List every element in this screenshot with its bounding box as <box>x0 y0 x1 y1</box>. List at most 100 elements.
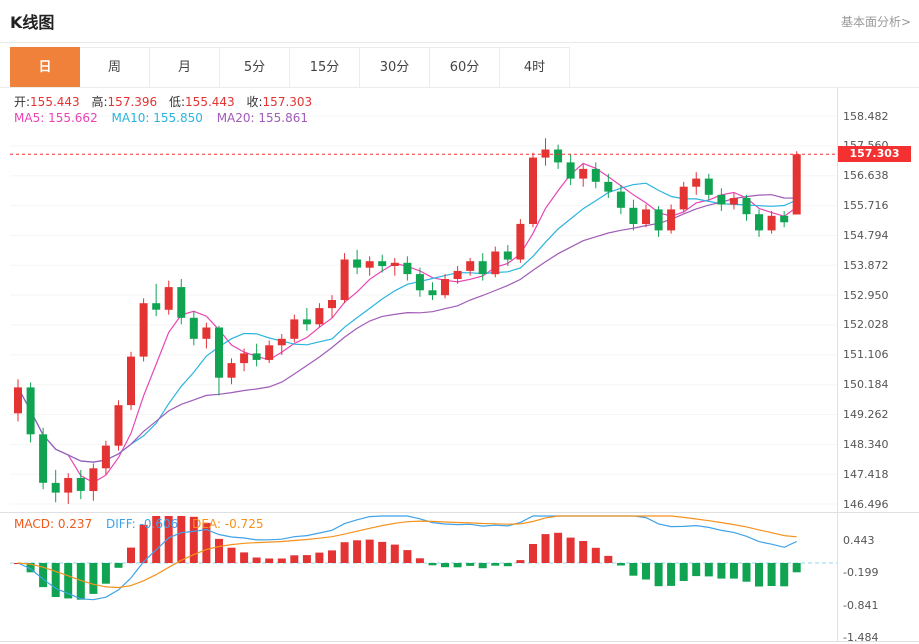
high-label: 高: <box>91 95 108 109</box>
ma5-value: 155.662 <box>48 111 98 125</box>
candle-body <box>39 434 48 483</box>
candle-body <box>529 157 537 224</box>
macd-bar <box>114 563 123 568</box>
macd-bar <box>415 558 424 563</box>
macd-axis-label: 0.443 <box>843 534 875 547</box>
tab-日[interactable]: 日 <box>10 47 80 87</box>
candle-body <box>51 482 60 493</box>
macd-bar <box>579 541 588 563</box>
tab-30分[interactable]: 30分 <box>360 47 430 87</box>
macd-bar <box>616 563 625 566</box>
macd-bar <box>428 563 437 566</box>
candle-body <box>679 186 688 210</box>
macd-bar <box>189 516 198 563</box>
y-axis-label: 146.496 <box>843 498 889 511</box>
tab-60分[interactable]: 60分 <box>430 47 500 87</box>
candle-body <box>780 215 789 223</box>
diff-label: DIFF: <box>106 517 136 531</box>
candle-body <box>202 327 211 339</box>
macd-chart[interactable] <box>10 513 837 641</box>
macd-bar <box>353 540 362 563</box>
macd-bar <box>503 563 512 567</box>
close-label: 收: <box>246 95 263 109</box>
ma10-line <box>17 182 797 463</box>
candle-body <box>139 303 148 357</box>
macd-histogram <box>14 516 801 600</box>
macd-bar <box>554 532 563 563</box>
candle-body <box>453 270 462 279</box>
macd-bar <box>127 547 135 563</box>
macd-bar <box>202 522 211 563</box>
macd-bar <box>629 563 638 576</box>
candle-body <box>26 387 35 435</box>
candle-body <box>177 287 186 318</box>
macd-axis-label: -0.841 <box>843 599 879 612</box>
ma-readout: MA5: 155.662 MA10: 155.850 MA20: 155.861 <box>14 111 308 125</box>
candlestick-chart[interactable] <box>10 88 837 512</box>
macd-bar <box>441 563 449 568</box>
tab-5分[interactable]: 5分 <box>220 47 290 87</box>
macd-bar <box>277 558 286 563</box>
macd-bar <box>679 563 688 581</box>
candle-body <box>390 262 399 266</box>
macd-bar <box>516 560 525 563</box>
macd-bar <box>51 563 60 597</box>
y-axis-label: 150.184 <box>843 378 889 391</box>
candle-body <box>629 207 638 224</box>
candle-body <box>277 338 286 346</box>
high-value: 157.396 <box>107 95 158 109</box>
macd-bar <box>177 516 186 563</box>
y-axis-label: 148.340 <box>843 438 889 451</box>
macd-bar <box>767 563 776 586</box>
candle-body <box>403 262 412 275</box>
candle-body <box>227 363 236 378</box>
macd-axis-label: -1.484 <box>843 631 879 644</box>
ohlc-readout: 开:155.443 高:157.396 低:155.443 收:157.303 <box>14 93 320 110</box>
candle-body <box>101 445 110 469</box>
current-price-tag: 157.303 <box>838 146 911 162</box>
macd-label: MACD: <box>14 517 55 531</box>
candle-body <box>792 154 801 215</box>
tab-周[interactable]: 周 <box>80 47 150 87</box>
macd-bar <box>642 563 650 580</box>
tab-underline <box>0 87 919 88</box>
macd-bar <box>26 563 35 573</box>
macd-bar <box>76 563 85 600</box>
macd-bar <box>591 547 600 563</box>
open-value: 155.443 <box>30 95 80 109</box>
macd-bar <box>240 552 249 563</box>
candle-body <box>604 181 613 192</box>
y-axis-label: 154.794 <box>843 229 889 242</box>
y-axis-label: 151.106 <box>843 348 889 361</box>
macd-bar <box>529 544 537 563</box>
tab-4时[interactable]: 4时 <box>500 47 570 87</box>
candle-body <box>717 194 726 205</box>
bottom-border <box>0 641 919 642</box>
candle-body <box>189 317 198 339</box>
interval-tab-bar: 日周月 5分 15分 30分 60分 4时 <box>10 47 570 87</box>
page-title: K线图 <box>10 13 55 32</box>
candle-body <box>767 215 776 231</box>
macd-bar <box>466 563 475 566</box>
dea-label: DEA: <box>192 517 221 531</box>
y-axis-label: 149.262 <box>843 408 889 421</box>
macd-bar <box>365 539 374 563</box>
tab-15分[interactable]: 15分 <box>290 47 360 87</box>
macd-axis-label: -0.199 <box>843 566 879 579</box>
fundamental-analysis-link[interactable]: 基本面分析> <box>840 15 911 29</box>
candle-body <box>164 287 173 310</box>
candle-body <box>114 405 123 446</box>
y-axis-label: 152.950 <box>843 289 889 302</box>
candle-body <box>503 251 512 260</box>
candle-body <box>365 261 374 268</box>
macd-bar <box>139 524 148 563</box>
candle-body <box>478 261 487 275</box>
tab-月[interactable]: 月 <box>150 47 220 87</box>
macd-bar <box>604 555 613 563</box>
axis-separator <box>837 88 838 641</box>
candle-body <box>466 261 475 271</box>
macd-readout: MACD: 0.237 DIFF: -0.606 DEA: -0.725 <box>14 517 263 531</box>
macd-bar <box>152 516 161 563</box>
ma20-label: MA20: <box>216 111 255 125</box>
macd-bar <box>491 563 500 566</box>
